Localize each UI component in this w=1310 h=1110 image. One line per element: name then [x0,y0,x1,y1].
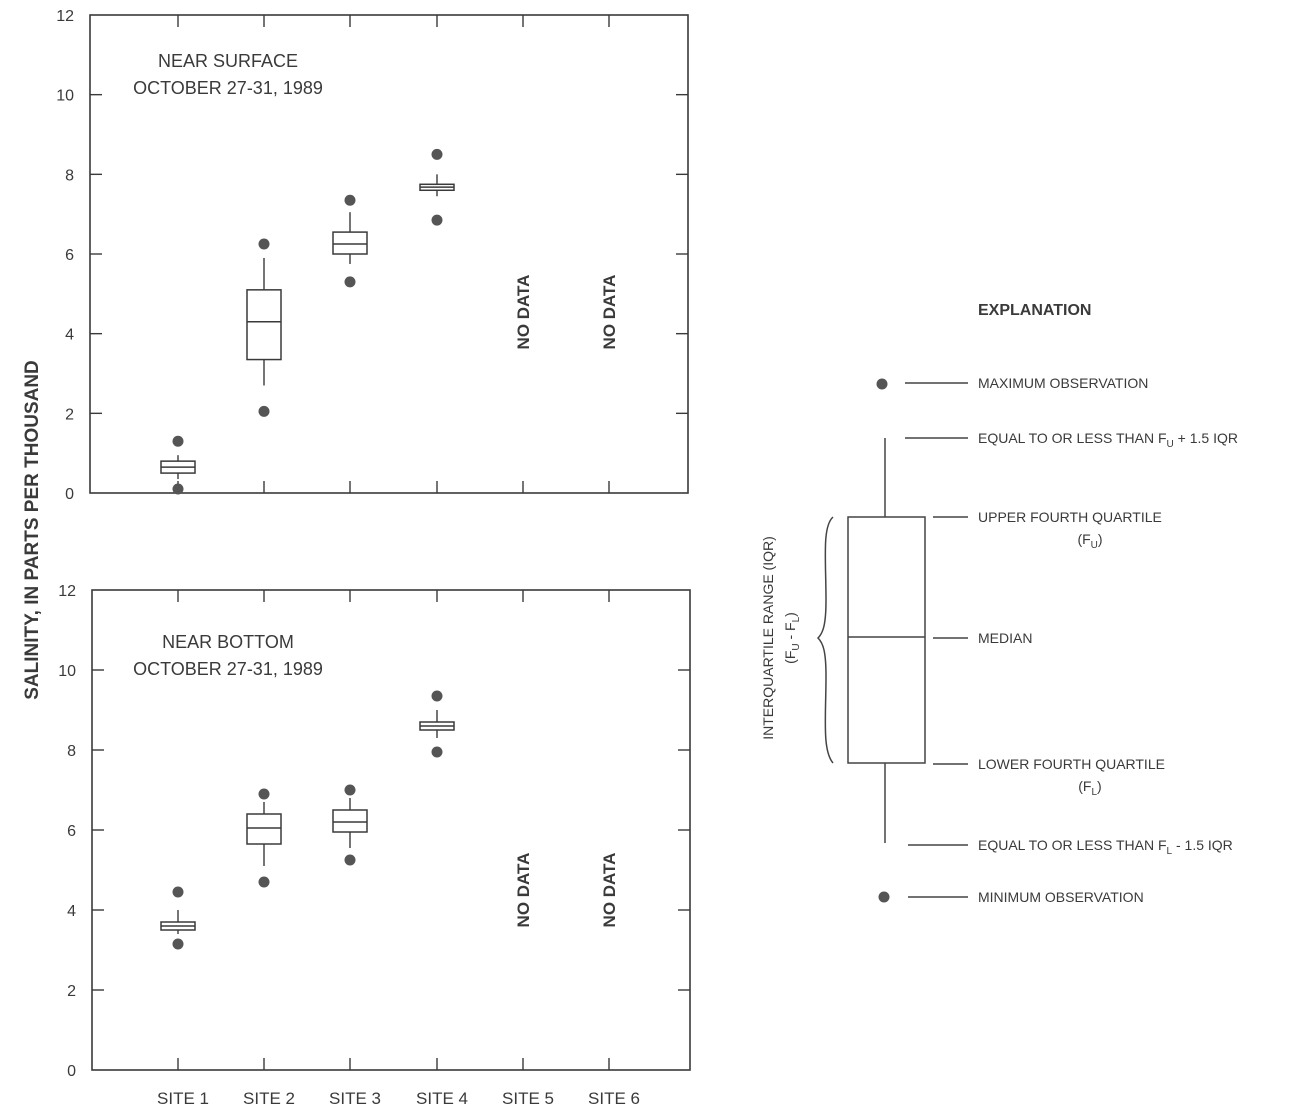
legend-upper-quartile-close: ) [1098,531,1103,547]
panel-title-line2: OCTOBER 27-31, 1989 [133,78,323,98]
iqr-box [332,231,368,255]
y-tick-label: 2 [67,983,76,1000]
x-category-label: SITE 2 [243,1089,295,1108]
min-point [258,405,270,417]
y-tick-label: 12 [58,583,76,600]
max-point [258,238,270,250]
legend-upper-whisker-tail: + 1.5 IQR [1174,430,1238,446]
iqr-box [246,813,282,845]
x-category-label: SITE 1 [157,1089,209,1108]
legend-lower-whisker-tail: - 1.5 IQR [1172,837,1233,853]
legend-median-label: MEDIAN [978,630,1032,646]
no-data-label: NO DATA [514,275,533,350]
legend-iqr-formula-sub2: L [791,616,802,622]
legend-lower-quartile-open: (F [1078,778,1091,794]
box-site-4 [419,148,455,226]
legend-iqr-label: INTERQUARTILE RANGE (IQR) [760,536,776,740]
panel-title-line1: NEAR SURFACE [158,51,298,71]
x-category-label: SITE 4 [416,1089,468,1108]
legend-lower-quartile-close: ) [1097,778,1102,794]
legend-iqr-formula: (FU - FL) [782,612,802,664]
min-point [344,276,356,288]
no-data-label: NO DATA [514,853,533,928]
min-point [431,214,443,226]
legend-max-label: MAXIMUM OBSERVATION [978,375,1148,391]
y-tick-label: 10 [56,88,74,105]
max-point [172,435,184,447]
explanation-legend: EXPLANATION MAXIMUM OBSERVATION EQUAL TO… [760,302,1238,905]
iqr-box [246,289,282,361]
legend-iqr-brace [816,516,834,764]
legend-iqr-formula-open: (F [782,651,798,664]
legend-upper-quartile-open: (F [1077,531,1090,547]
y-tick-label: 6 [65,247,74,264]
box-site-2 [246,788,282,888]
max-point [431,690,443,702]
near-bottom-panel: 0 2 4 6 8 10 12 NEAR BOTTOM OCTOBER 27-31, 1989 N… [58,583,691,1108]
legend-lower-quartile-sub: L [1091,787,1097,798]
legend-lower-whisker-text: EQUAL TO OR LESS THAN F [978,837,1167,853]
y-tick-label: 4 [65,327,74,344]
legend-iqr-formula-mid: - F [782,622,798,643]
legend-upper-quartile-symbol: (FU) [1077,531,1102,551]
iqr-box [332,809,368,833]
legend-min-dot [878,891,890,903]
x-category-label: SITE 6 [588,1089,640,1108]
max-point [344,194,356,206]
legend-lower-quartile-symbol: (FL) [1078,778,1101,798]
legend-upper-whisker-text: EQUAL TO OR LESS THAN F [978,430,1167,446]
no-data-label: NO DATA [600,853,619,928]
legend-iqr-formula-sub1: U [791,643,802,650]
legend-upper-whisker-sub: U [1167,439,1174,450]
x-category-label: SITE 3 [329,1089,381,1108]
y-tick-label: 6 [67,823,76,840]
panel-title-line1: NEAR BOTTOM [162,632,294,652]
box-site-2 [246,238,282,417]
min-point [431,746,443,758]
explanation-title: EXPLANATION [978,302,1091,319]
y-tick-label: 10 [58,663,76,680]
box-site-1 [160,886,196,950]
min-point [172,483,184,495]
y-tick-label: 8 [67,743,76,760]
legend-upper-quartile-label: UPPER FOURTH QUARTILE [978,509,1162,525]
min-point [172,938,184,950]
y-tick-label: 2 [65,406,74,423]
no-data-label: NO DATA [600,275,619,350]
near-surface-panel: 0 2 4 6 8 10 12 NEAR SURFACE OCTOBER 27-31, 1989… [56,8,689,503]
box-site-4 [419,690,455,758]
max-point [344,784,356,796]
min-point [258,876,270,888]
y-tick-label: 0 [67,1063,76,1080]
legend-lower-whisker-label: EQUAL TO OR LESS THAN FL - 1.5 IQR [978,837,1233,857]
legend-iqr-formula-end: ) [782,612,798,617]
max-point [431,148,443,160]
y-tick-label: 0 [65,486,74,503]
legend-lower-quartile-label: LOWER FOURTH QUARTILE [978,756,1165,772]
x-category-label: SITE 5 [502,1089,554,1108]
legend-lower-whisker-sub: L [1167,846,1173,857]
panel-title-line2: OCTOBER 27-31, 1989 [133,659,323,679]
y-tick-label: 4 [67,903,76,920]
y-tick-label: 12 [56,8,74,25]
legend-min-label: MINIMUM OBSERVATION [978,889,1144,905]
max-point [258,788,270,800]
legend-upper-quartile-sub: U [1091,540,1098,551]
y-axis-label: SALINITY, IN PARTS PER THOUSAND [22,360,43,700]
box-site-3 [332,784,368,866]
legend-upper-whisker-label: EQUAL TO OR LESS THAN FU + 1.5 IQR [978,430,1238,450]
box-site-1 [160,435,196,495]
y-tick-label: 8 [65,167,74,184]
min-point [344,854,356,866]
legend-box [847,516,926,764]
box-site-3 [332,194,368,288]
max-point [172,886,184,898]
legend-max-dot [876,378,888,390]
